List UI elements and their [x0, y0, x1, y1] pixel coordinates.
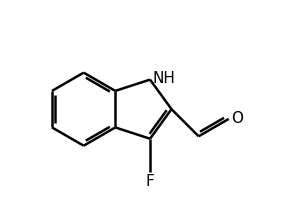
- Text: F: F: [146, 174, 154, 189]
- Text: NH: NH: [153, 71, 176, 86]
- Text: O: O: [232, 111, 244, 127]
